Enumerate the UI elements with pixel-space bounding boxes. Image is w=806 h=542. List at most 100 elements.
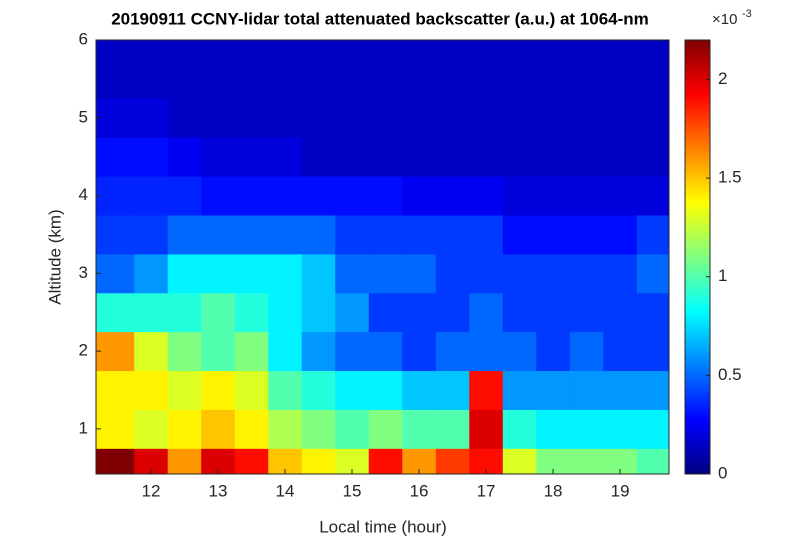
heatmap-cell	[536, 331, 571, 372]
heatmap-cell	[536, 292, 571, 333]
x-tick-label: 13	[209, 481, 228, 500]
heatmap-cell	[301, 215, 336, 255]
heatmap-cell	[469, 40, 504, 99]
heatmap-cell	[368, 98, 403, 138]
heatmap-cell	[536, 215, 571, 255]
heatmap-cell	[201, 98, 236, 138]
heatmap-cell	[167, 253, 202, 294]
heatmap-cell	[569, 40, 604, 99]
heatmap-cell	[96, 370, 135, 410]
colorbar-tick-label: 1.5	[718, 168, 742, 187]
heatmap-cell	[167, 98, 202, 138]
heatmap-cell	[502, 215, 537, 255]
heatmap-cell	[268, 253, 303, 294]
heatmap-cell	[603, 98, 638, 138]
heatmap-cell	[201, 176, 236, 216]
heatmap-cell	[96, 448, 135, 474]
heatmap-cell	[167, 409, 202, 449]
x-tick-label: 16	[410, 481, 429, 500]
colorbar-tick-label: 0.5	[718, 365, 742, 384]
heatmap-cell	[469, 331, 504, 372]
heatmap-cell	[603, 292, 638, 333]
heatmap-cell	[569, 331, 604, 372]
y-tick-label: 1	[79, 418, 88, 437]
heatmap-cell	[335, 370, 370, 410]
heatmap-cell	[569, 370, 604, 410]
heatmap-cell	[301, 331, 336, 372]
heatmap-cell	[167, 331, 202, 372]
heatmap-cell	[268, 370, 303, 410]
heatmap-cell	[268, 292, 303, 333]
heatmap-cell	[469, 292, 504, 333]
heatmap-cell	[368, 409, 403, 449]
y-axis-label: Altitude (km)	[45, 209, 64, 304]
heatmap-cell	[469, 253, 504, 294]
heatmap-cell	[469, 370, 504, 410]
heatmap-cell	[502, 40, 537, 99]
heatmap-cell	[335, 409, 370, 449]
heatmap-cell	[435, 253, 470, 294]
y-tick-label: 3	[79, 263, 88, 282]
heatmap-cell	[167, 176, 202, 216]
heatmap-cell	[134, 253, 169, 294]
heatmap-cell	[134, 137, 169, 177]
y-tick-label: 5	[79, 107, 88, 126]
heatmap-cell	[96, 215, 135, 255]
colorbar-tick-label: 2	[718, 69, 727, 88]
heatmap-cell	[569, 409, 604, 449]
heatmap-cell	[234, 98, 269, 138]
heatmap-cell	[234, 215, 269, 255]
heatmap-cell	[502, 176, 537, 216]
heatmap-cell	[234, 409, 269, 449]
heatmap-cell	[603, 253, 638, 294]
heatmap-cell	[435, 331, 470, 372]
heatmap-cell	[435, 370, 470, 410]
y-tick-label: 4	[79, 185, 88, 204]
heatmap-cell	[301, 292, 336, 333]
heatmap-cell	[201, 409, 236, 449]
colorbar-multiplier: ×10	[712, 11, 737, 28]
heatmap-cell	[636, 215, 669, 255]
heatmap-cell	[603, 176, 638, 216]
heatmap-cell	[368, 137, 403, 177]
heatmap-cell	[603, 215, 638, 255]
heatmap-cell	[569, 98, 604, 138]
heatmap-cell	[536, 409, 571, 449]
heatmap-cell	[435, 98, 470, 138]
heatmap-cell	[502, 409, 537, 449]
heatmap-cell	[96, 40, 135, 99]
heatmap-cell	[402, 137, 437, 177]
heatmap-cell	[469, 215, 504, 255]
heatmap-cell	[603, 409, 638, 449]
heatmap-cell	[569, 176, 604, 216]
heatmap-cell	[402, 98, 437, 138]
colorbar-exponent: -3	[742, 8, 752, 20]
heatmap-cell	[335, 40, 370, 99]
heatmap-cell	[636, 40, 669, 99]
heatmap-cell	[536, 137, 571, 177]
heatmap-cell	[636, 331, 669, 372]
heatmap-cell	[335, 215, 370, 255]
heatmap-cell	[435, 448, 470, 474]
heatmap-cell	[502, 331, 537, 372]
heatmap-cell	[469, 176, 504, 216]
x-tick-label: 15	[343, 481, 362, 500]
heatmap-cell	[435, 137, 470, 177]
heatmap-cell	[569, 448, 604, 474]
heatmap-cell	[134, 215, 169, 255]
heatmap-cell	[134, 98, 169, 138]
heatmap-cell	[402, 370, 437, 410]
heatmap-cell	[268, 215, 303, 255]
x-tick-label: 14	[276, 481, 295, 500]
heatmap-cell	[368, 253, 403, 294]
heatmap-cell	[201, 253, 236, 294]
heatmap-cell	[402, 331, 437, 372]
heatmap-cell	[167, 448, 202, 474]
heatmap-cell	[536, 253, 571, 294]
heatmap-cell	[301, 176, 336, 216]
heatmap-cell	[502, 448, 537, 474]
heatmap-cell	[301, 448, 336, 474]
heatmap-cell	[134, 370, 169, 410]
heatmap-cell	[201, 215, 236, 255]
heatmap-cell	[96, 253, 135, 294]
